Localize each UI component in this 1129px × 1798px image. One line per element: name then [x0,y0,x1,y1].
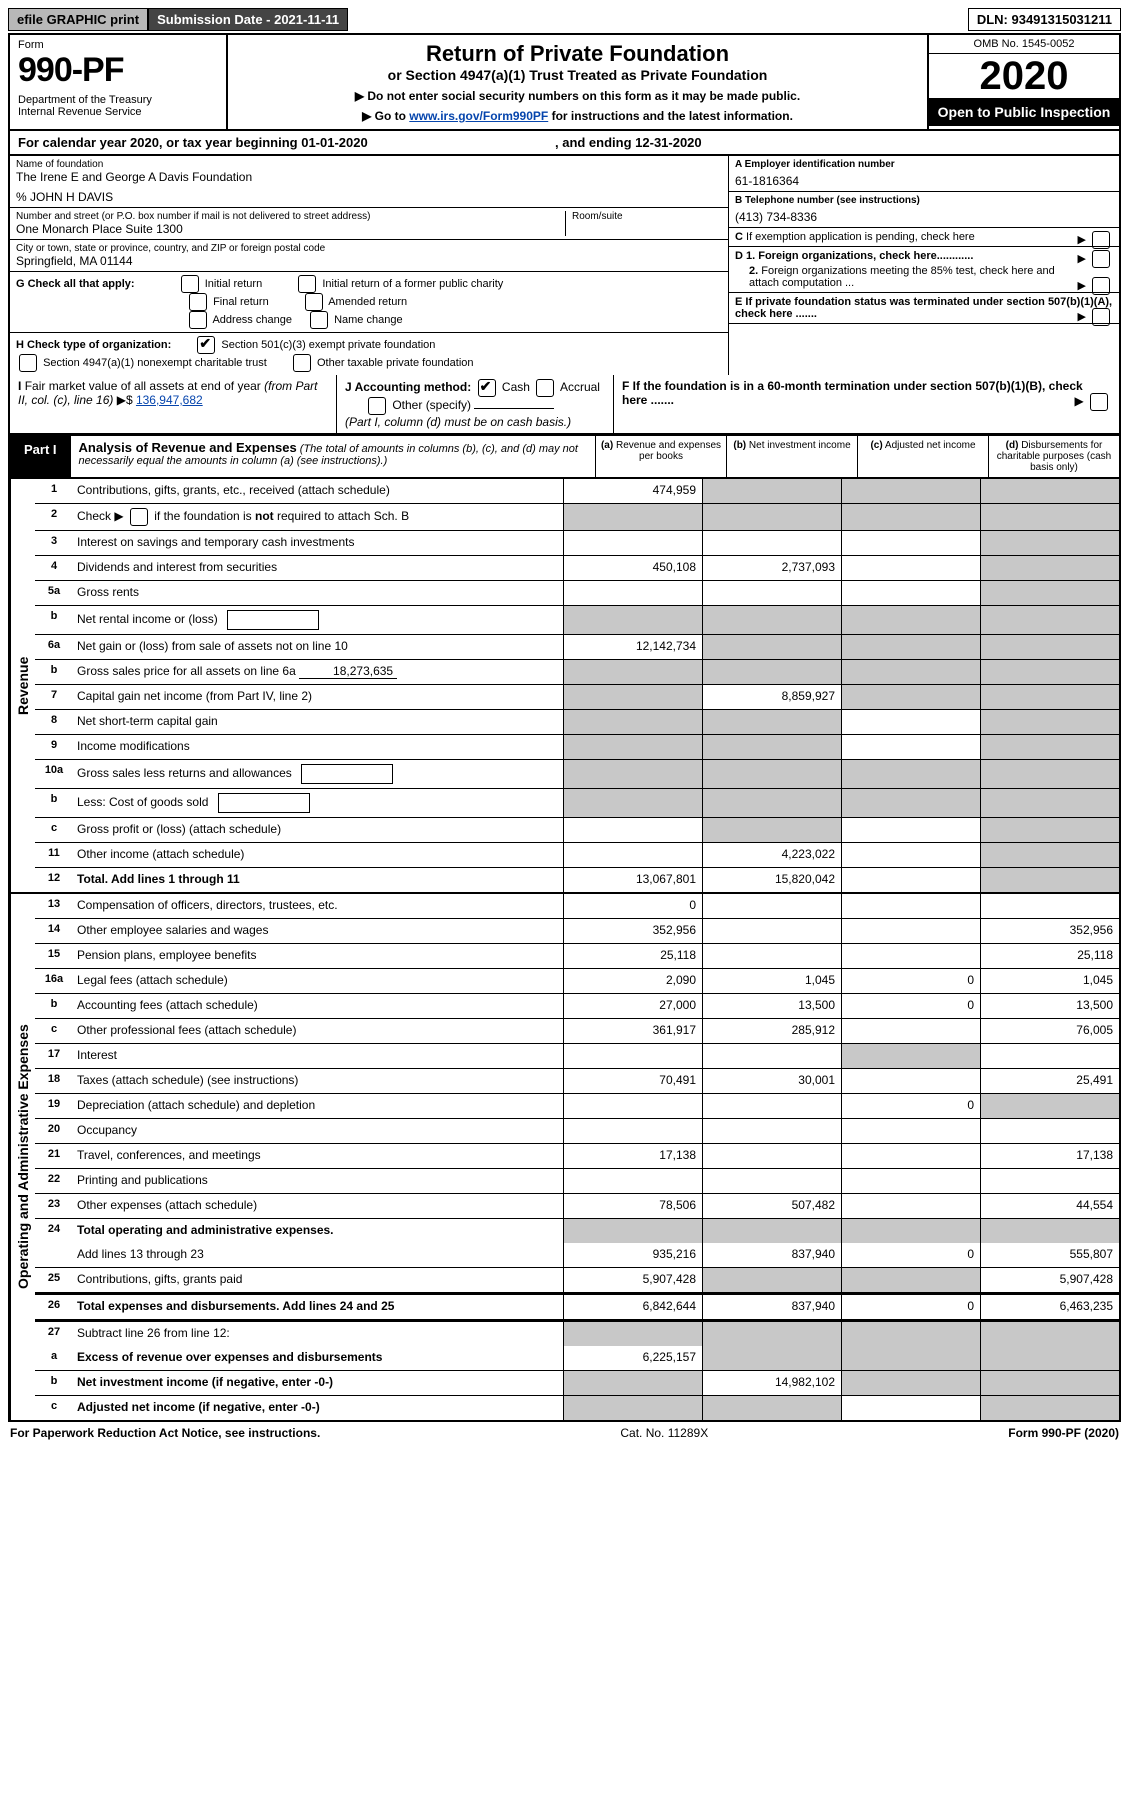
d1-checkbox[interactable] [1092,250,1110,268]
initial-former-checkbox[interactable] [298,275,316,293]
revenue-side-label: Revenue [10,479,35,892]
instructions-link[interactable]: www.irs.gov/Form990PF [409,109,548,123]
c-label: If exemption application is pending, che… [746,231,975,243]
amended-return-checkbox[interactable] [305,293,323,311]
street-label: Number and street (or P.O. box number if… [16,211,565,222]
form-number: 990-PF [18,51,218,90]
form-label: Form [18,39,218,51]
4947-checkbox[interactable] [19,354,37,372]
other-method-checkbox[interactable] [368,397,386,415]
form-subtitle: or Section 4947(a)(1) Trust Treated as P… [238,67,917,83]
page-footer: For Paperwork Reduction Act Notice, see … [8,1422,1121,1444]
department: Department of the TreasuryInternal Reven… [18,94,218,118]
part1-title: Analysis of Revenue and Expenses [79,440,297,455]
f-checkbox[interactable] [1090,393,1108,411]
room-label: Room/suite [572,211,722,222]
col-d-header: (d) Disbursements for charitable purpose… [988,436,1119,477]
other-taxable-checkbox[interactable] [293,354,311,372]
d2-label: Foreign organizations meeting the 85% te… [749,265,1055,289]
col-b-header: (b) Net investment income [726,436,857,477]
tax-year: 2020 [929,54,1119,98]
schb-checkbox[interactable] [130,508,148,526]
form-note-link: ▶ Go to www.irs.gov/Form990PF for instru… [238,109,917,123]
ein-label: A Employer identification number [735,159,1113,170]
expenses-grid: Operating and Administrative Expenses 13… [8,894,1121,1422]
revenue-grid: Revenue 1Contributions, gifts, grants, e… [8,479,1121,894]
dln: DLN: 93491315031211 [968,8,1121,31]
top-bar: efile GRAPHIC print Submission Date - 20… [8,8,1121,31]
phone-label: B Telephone number (see instructions) [735,195,1113,206]
final-return-checkbox[interactable] [189,293,207,311]
open-to-public: Open to Public Inspection [929,98,1119,126]
initial-return-checkbox[interactable] [181,275,199,293]
form-header: Form 990-PF Department of the TreasuryIn… [8,33,1121,131]
g-label: G Check all that apply: [16,278,135,290]
part1-label: Part I [10,436,71,477]
501c3-checkbox[interactable] [197,336,215,354]
name-label: Name of foundation [16,159,722,170]
submission-date: Submission Date - 2021-11-11 [148,8,348,31]
care-of: % JOHN H DAVIS [16,190,722,204]
hij-section: I Fair market value of all assets at end… [8,375,1121,435]
fmv-link[interactable]: 136,947,682 [136,393,203,407]
f-label: F If the foundation is in a 60-month ter… [622,379,1083,407]
city-state-zip: Springfield, MA 01144 [16,254,722,268]
d2-checkbox[interactable] [1092,277,1110,295]
form-title: Return of Private Foundation [238,41,917,67]
foundation-name: The Irene E and George A Davis Foundatio… [16,170,722,184]
form-note-ssn: ▶ Do not enter social security numbers o… [238,89,917,103]
address-change-checkbox[interactable] [189,311,207,329]
cash-checkbox[interactable] [478,379,496,397]
expenses-side-label: Operating and Administrative Expenses [10,894,35,1420]
name-change-checkbox[interactable] [310,311,328,329]
efile-badge: efile GRAPHIC print [8,8,148,31]
h-label: H Check type of organization: [16,339,171,351]
c-checkbox[interactable] [1092,231,1110,249]
part1-header: Part I Analysis of Revenue and Expenses … [8,435,1121,479]
footer-left: For Paperwork Reduction Act Notice, see … [10,1426,320,1440]
ein: 61-1816364 [735,174,1113,188]
city-label: City or town, state or province, country… [16,243,722,254]
e-label: E If private foundation status was termi… [735,296,1112,320]
d1-label: D 1. Foreign organizations, check here..… [735,250,973,262]
col-c-header: (c) Adjusted net income [857,436,988,477]
col-a-header: (a) Revenue and expenses per books [595,436,726,477]
footer-center: Cat. No. 11289X [620,1426,708,1440]
entity-section: Name of foundation The Irene E and Georg… [8,156,1121,375]
j-note: (Part I, column (d) must be on cash basi… [345,415,571,429]
calendar-year-line: For calendar year 2020, or tax year begi… [8,131,1121,156]
accrual-checkbox[interactable] [536,379,554,397]
phone: (413) 734-8336 [735,210,1113,224]
j-label: J Accounting method: [345,380,471,394]
footer-right: Form 990-PF (2020) [1008,1426,1119,1440]
street-address: One Monarch Place Suite 1300 [16,222,565,236]
e-checkbox[interactable] [1092,308,1110,326]
omb-number: OMB No. 1545-0052 [929,35,1119,54]
